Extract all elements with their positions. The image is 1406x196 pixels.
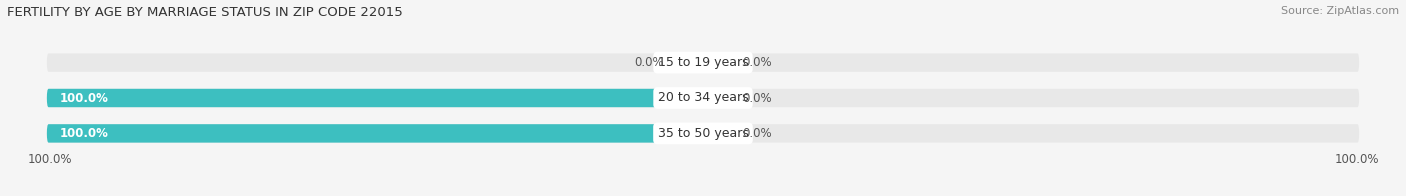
Text: 0.0%: 0.0%	[742, 56, 772, 69]
Text: 100.0%: 100.0%	[60, 92, 108, 104]
Text: FERTILITY BY AGE BY MARRIAGE STATUS IN ZIP CODE 22015: FERTILITY BY AGE BY MARRIAGE STATUS IN Z…	[7, 6, 402, 19]
Text: 100.0%: 100.0%	[60, 127, 108, 140]
Text: 100.0%: 100.0%	[1334, 153, 1379, 166]
Text: 15 to 19 years: 15 to 19 years	[658, 56, 748, 69]
Text: 20 to 34 years: 20 to 34 years	[658, 92, 748, 104]
FancyBboxPatch shape	[46, 53, 1360, 72]
Text: 0.0%: 0.0%	[742, 127, 772, 140]
Text: 0.0%: 0.0%	[742, 92, 772, 104]
FancyBboxPatch shape	[46, 124, 1360, 143]
Text: 100.0%: 100.0%	[27, 153, 72, 166]
FancyBboxPatch shape	[46, 89, 703, 107]
FancyBboxPatch shape	[46, 89, 1360, 107]
FancyBboxPatch shape	[46, 124, 703, 143]
Text: 0.0%: 0.0%	[634, 56, 664, 69]
Text: 35 to 50 years: 35 to 50 years	[658, 127, 748, 140]
Legend: Married, Unmarried: Married, Unmarried	[617, 192, 789, 196]
Text: Source: ZipAtlas.com: Source: ZipAtlas.com	[1281, 6, 1399, 16]
